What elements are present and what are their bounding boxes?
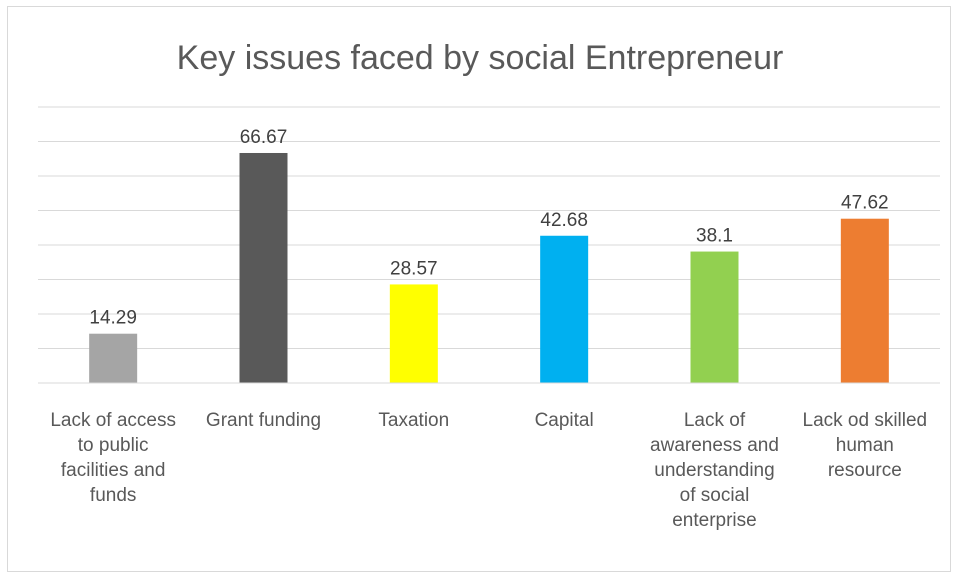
category-label-line: Grant funding [205, 410, 322, 431]
plot-area: 14.29 66.67 28.57 42.68 38.1 47.62 [38, 106, 940, 384]
category-label-line: Lack od skilled [802, 410, 928, 431]
category-label-line: resource [827, 460, 902, 481]
category-label-line: funds [89, 485, 137, 506]
data-label: 38.1 [696, 226, 733, 247]
bar [540, 235, 589, 383]
category-label-line: understanding [654, 460, 775, 481]
bar [389, 284, 438, 383]
category-label-line: to public [77, 435, 149, 456]
bar [690, 251, 739, 383]
category-label-line: human [835, 435, 894, 456]
category-label-line: enterprise [672, 510, 757, 531]
data-label: 28.57 [390, 258, 438, 279]
category-label-line: Lack of access [50, 410, 176, 431]
data-label: 14.29 [89, 308, 137, 329]
category-label: Lack of awareness and understanding of soci… [639, 408, 789, 533]
category-label-line: Taxation [378, 410, 450, 431]
data-label: 66.67 [240, 127, 288, 148]
category-label: Capital [489, 408, 639, 433]
chart-title: Key issues faced by social Entrepreneur [176, 39, 784, 77]
category-label: Taxation [339, 408, 489, 433]
chart-area: Key issues faced by social Entrepreneur … [7, 6, 951, 572]
category-label-line: facilities and [60, 460, 166, 481]
category-label-line: awareness and [650, 435, 779, 456]
category-label: Grant funding [188, 408, 338, 433]
category-label: Lack od skilled human resource [790, 408, 940, 483]
bar [840, 218, 889, 383]
category-label-line: Capital [534, 410, 594, 431]
data-label: 47.62 [841, 193, 889, 214]
bar [89, 333, 138, 383]
category-label: Lack of access to public facilities and fun… [38, 408, 188, 508]
category-label-line: of social [679, 485, 750, 506]
bar [239, 152, 288, 383]
data-label: 42.68 [540, 210, 588, 231]
category-label-line: Lack of [683, 410, 746, 431]
